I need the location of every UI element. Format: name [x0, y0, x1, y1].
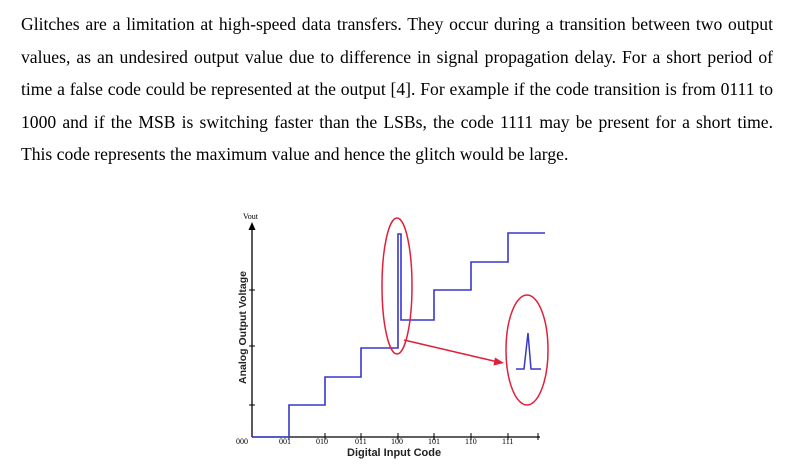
x-tick-label: 011 — [355, 437, 367, 446]
body-paragraph: Glitches are a limitation at high-speed … — [21, 14, 773, 165]
x-tick-labels: 000 001 010 011 100 101 110 111 — [236, 437, 513, 446]
x-tick-label: 001 — [279, 437, 291, 446]
x-tick-label: 110 — [465, 437, 477, 446]
x-tick-label: 100 — [391, 437, 403, 446]
staircase-output — [252, 232, 545, 438]
glitch-zoom-trace — [516, 332, 541, 370]
y-axis-ticks — [249, 289, 255, 406]
zoom-arrow-head — [493, 357, 504, 366]
y-axis-top-label: Vout — [243, 212, 259, 221]
y-axis-label: Analog Output Voltage — [237, 271, 249, 384]
x-tick-label: 101 — [428, 437, 440, 446]
y-axis-arrow — [248, 222, 256, 230]
zoom-arrow — [403, 339, 499, 363]
x-axis-label: Digital Input Code — [347, 447, 441, 459]
glitch-highlight-ellipse — [381, 217, 413, 355]
x-tick-label: 111 — [502, 437, 513, 446]
zoom-highlight-ellipse — [505, 294, 549, 406]
x-tick-label: 010 — [316, 437, 328, 446]
x-tick-label: 000 — [236, 437, 248, 446]
